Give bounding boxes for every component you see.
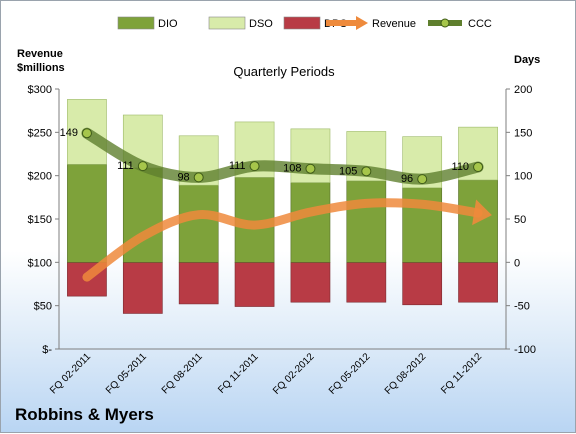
left-tick-label: $100: [28, 257, 52, 269]
ccc-point: [305, 163, 316, 174]
right-tick-label: 150: [514, 127, 532, 139]
left-tick-label: $-: [42, 344, 52, 356]
ccc-data-label: 110: [452, 161, 470, 173]
x-tick-label: FQ 11-2012: [439, 351, 484, 396]
legend-swatch: [283, 16, 321, 30]
ccc-point: [249, 161, 260, 172]
right-tick-label: 50: [514, 214, 526, 226]
legend-marker-ccc: [440, 18, 450, 28]
x-tick-label: FQ 05-2012: [327, 351, 373, 397]
revenue-arrowhead: [472, 199, 492, 226]
x-tick-label: FQ 02-2011: [48, 351, 93, 396]
legend-label: DIO: [158, 18, 178, 30]
x-tick-label: FQ 11-2011: [216, 351, 261, 396]
right-tick-label: -100: [514, 344, 536, 356]
bar-dpo: [402, 262, 443, 306]
bar-dpo: [122, 262, 163, 314]
left-axis-label-line2: $millions: [17, 62, 65, 74]
x-tick-label: FQ 05-2011: [104, 351, 149, 396]
bar-dio: [346, 180, 387, 263]
legend-swatch: [117, 16, 155, 30]
bar-dpo: [290, 262, 331, 303]
ccc-point: [81, 128, 92, 139]
left-tick-label: $50: [34, 301, 52, 313]
bar-dpo: [458, 262, 498, 303]
left-tick-label: $300: [28, 84, 52, 96]
legend: DIODSODPORevenueCCC: [117, 16, 492, 30]
legend-label: Revenue: [372, 18, 416, 30]
right-axis-label: Days: [514, 54, 540, 66]
ccc-data-label: 149: [60, 127, 78, 139]
plot-area: $- $50 $100 $150 $200 $250 $300 -100 -50 0 50 100 15…: [28, 84, 537, 397]
ccc-data-label: 108: [283, 163, 301, 175]
bar-dpo: [234, 262, 275, 307]
chart-title: Quarterly Periods: [233, 64, 335, 79]
ccc-data-label: 105: [339, 165, 357, 177]
x-tick-label: FQ 02-2012: [271, 351, 317, 397]
right-tick-label: -50: [514, 301, 530, 313]
bar-dpo: [178, 262, 219, 305]
ccc-data-label: 98: [177, 171, 189, 183]
legend-arrow-revenue: [356, 16, 368, 30]
bar-dio: [178, 184, 219, 263]
revenue-line: [82, 198, 483, 282]
right-tick-label: 200: [514, 84, 532, 96]
ccc-data-label: 111: [117, 160, 134, 172]
ccc-point: [361, 166, 372, 177]
x-tick-label: FQ 08-2012: [383, 351, 429, 397]
bar-dio: [290, 182, 331, 263]
ccc-data-label: 111: [229, 160, 246, 172]
ccc-data-label: 96: [401, 173, 413, 185]
left-axis-label-line1: Revenue: [17, 48, 63, 60]
x-tick-label: FQ 08-2011: [160, 351, 205, 396]
left-tick-label: $150: [28, 214, 52, 226]
bar-dio: [67, 164, 107, 263]
right-tick-label: 0: [514, 257, 520, 269]
company-name: Robbins & Myers: [15, 405, 154, 424]
ccc-point: [473, 162, 484, 172]
legend-label: CCC: [468, 18, 492, 30]
right-tick-label: 100: [514, 171, 532, 183]
left-tick-label: $200: [28, 171, 52, 183]
legend-label: DSO: [249, 18, 273, 30]
legend-swatch: [208, 16, 246, 30]
ccc-point: [137, 161, 148, 172]
ccc-point: [417, 174, 428, 185]
left-tick-label: $250: [28, 127, 52, 139]
bar-dpo: [346, 262, 387, 303]
ccc-point: [193, 172, 204, 183]
